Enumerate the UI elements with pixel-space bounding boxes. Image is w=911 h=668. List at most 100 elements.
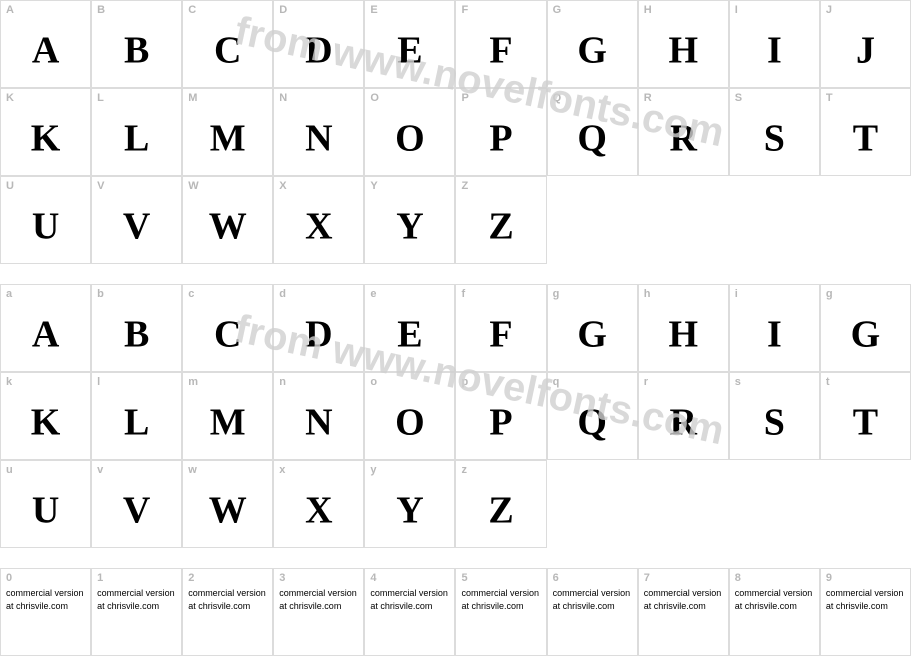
glyph-cell: RR bbox=[638, 88, 729, 176]
cell-label: y bbox=[370, 464, 376, 476]
cell-label: G bbox=[553, 4, 562, 16]
cell-label: m bbox=[188, 376, 198, 388]
cell-label: v bbox=[97, 464, 103, 476]
cell-label: n bbox=[279, 376, 286, 388]
cell-label: O bbox=[370, 92, 379, 104]
glyph-cell: 8 commercial version at chrisvile.com bbox=[729, 568, 820, 656]
empty-cell bbox=[638, 460, 729, 548]
cell-label: X bbox=[279, 180, 286, 192]
section-gap bbox=[0, 264, 911, 284]
cell-label: 0 bbox=[6, 572, 12, 584]
glyph-cell: JJ bbox=[820, 0, 911, 88]
cell-label: u bbox=[6, 464, 13, 476]
cell-label: 3 bbox=[279, 572, 285, 584]
cell-text: commercial version at chrisvile.com bbox=[644, 587, 723, 612]
glyph-cell: aA bbox=[0, 284, 91, 372]
cell-label: B bbox=[97, 4, 105, 16]
cell-glyph: W bbox=[209, 205, 247, 249]
glyph-cell: WW bbox=[182, 176, 273, 264]
cell-label: b bbox=[97, 288, 104, 300]
cell-label: A bbox=[6, 4, 14, 16]
glyph-cell: UU bbox=[0, 176, 91, 264]
glyph-cell: ZZ bbox=[455, 176, 546, 264]
glyph-cell: wW bbox=[182, 460, 273, 548]
glyph-cell: DD bbox=[273, 0, 364, 88]
cell-text: commercial version at chrisvile.com bbox=[826, 587, 905, 612]
cell-text: commercial version at chrisvile.com bbox=[279, 587, 358, 612]
cell-label: Y bbox=[370, 180, 377, 192]
cell-glyph: Y bbox=[396, 489, 423, 533]
glyph-cell: 0commercial version at chrisvile.com bbox=[0, 568, 91, 656]
cell-glyph: A bbox=[32, 29, 59, 73]
cell-label: K bbox=[6, 92, 14, 104]
row-upper-KT: KK LL MM NN OO PP QQ RR SS TT bbox=[0, 88, 911, 176]
cell-glyph: I bbox=[767, 313, 782, 357]
empty-cell bbox=[547, 176, 638, 264]
row-lower-aj: aA bB cC dD eE fF gG hH iI gG bbox=[0, 284, 911, 372]
cell-label: e bbox=[370, 288, 376, 300]
glyph-cell: iI bbox=[729, 284, 820, 372]
glyph-cell: kK bbox=[0, 372, 91, 460]
cell-glyph: C bbox=[214, 313, 241, 357]
cell-text: commercial version at chrisvile.com bbox=[188, 587, 267, 612]
cell-text: commercial version at chrisvile.com bbox=[97, 587, 176, 612]
cell-glyph: D bbox=[305, 313, 332, 357]
row-digits: 0commercial version at chrisvile.com 1co… bbox=[0, 568, 911, 656]
glyph-cell: GG bbox=[547, 0, 638, 88]
cell-text: commercial version at chrisvile.com bbox=[461, 587, 540, 612]
cell-label: D bbox=[279, 4, 287, 16]
cell-label: N bbox=[279, 92, 287, 104]
glyph-cell: OO bbox=[364, 88, 455, 176]
glyph-cell: zZ bbox=[455, 460, 546, 548]
cell-glyph: M bbox=[210, 117, 246, 161]
cell-label: 7 bbox=[644, 572, 650, 584]
cell-label: Z bbox=[461, 180, 468, 192]
cell-label: d bbox=[279, 288, 286, 300]
cell-label: C bbox=[188, 4, 196, 16]
cell-glyph: Z bbox=[488, 205, 513, 249]
cell-text: commercial version at chrisvile.com bbox=[370, 587, 449, 612]
cell-text: commercial version at chrisvile.com bbox=[553, 587, 632, 612]
cell-glyph: G bbox=[577, 29, 607, 73]
glyph-cell: 4 commercial version at chrisvile.com bbox=[364, 568, 455, 656]
cell-label: q bbox=[553, 376, 560, 388]
cell-label: p bbox=[461, 376, 468, 388]
glyph-cell: eE bbox=[364, 284, 455, 372]
cell-text: commercial version at chrisvile.com bbox=[735, 587, 814, 612]
row-lower-kt: kK lL mM nN oO pP qQ rR sS tT bbox=[0, 372, 911, 460]
cell-label: R bbox=[644, 92, 652, 104]
glyph-cell: CC bbox=[182, 0, 273, 88]
cell-glyph: V bbox=[123, 205, 150, 249]
row-upper-AJ: AA BB CC DD EE FF GG HH II JJ bbox=[0, 0, 911, 88]
glyph-cell: qQ bbox=[547, 372, 638, 460]
cell-label: E bbox=[370, 4, 377, 16]
cell-glyph: V bbox=[123, 489, 150, 533]
glyph-cell: 1commercial version at chrisvile.com bbox=[91, 568, 182, 656]
cell-glyph: A bbox=[32, 313, 59, 357]
glyph-cell: MM bbox=[182, 88, 273, 176]
cell-label: T bbox=[826, 92, 833, 104]
cell-label: o bbox=[370, 376, 377, 388]
cell-glyph: U bbox=[32, 205, 59, 249]
cell-label: H bbox=[644, 4, 652, 16]
cell-label: 4 bbox=[370, 572, 376, 584]
cell-label: z bbox=[461, 464, 467, 476]
cell-label: c bbox=[188, 288, 194, 300]
glyph-cell: HH bbox=[638, 0, 729, 88]
cell-label: 8 bbox=[735, 572, 741, 584]
glyph-cell: 5commercial version at chrisvile.com bbox=[455, 568, 546, 656]
glyph-cell: 3 commercial version at chrisvile.com bbox=[273, 568, 364, 656]
cell-label: S bbox=[735, 92, 742, 104]
empty-cell bbox=[638, 176, 729, 264]
glyph-cell: PP bbox=[455, 88, 546, 176]
cell-label: L bbox=[97, 92, 104, 104]
glyph-cell: nN bbox=[273, 372, 364, 460]
cell-glyph: P bbox=[489, 117, 512, 161]
cell-glyph: I bbox=[767, 29, 782, 73]
cell-glyph: F bbox=[489, 313, 512, 357]
glyph-cell: bB bbox=[91, 284, 182, 372]
glyph-cell: II bbox=[729, 0, 820, 88]
cell-label: f bbox=[461, 288, 465, 300]
cell-label: h bbox=[644, 288, 651, 300]
section-gap bbox=[0, 548, 911, 568]
